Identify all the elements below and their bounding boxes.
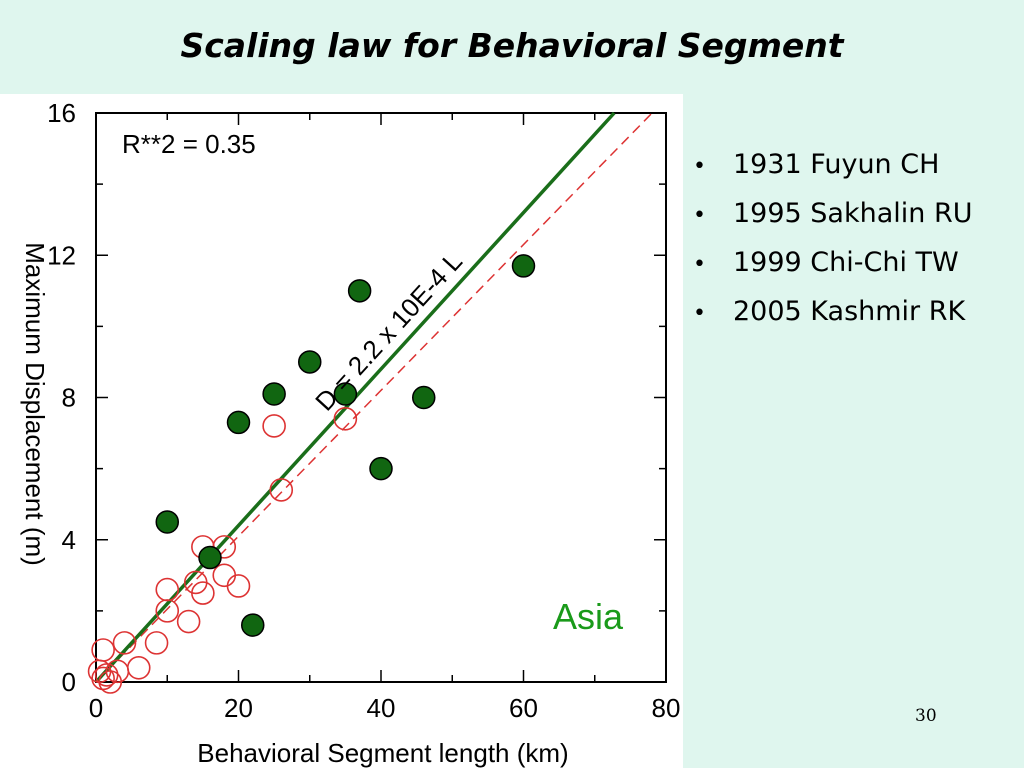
y-tick-label: 12: [47, 240, 76, 270]
list-item-label: 2005 Kashmir RK: [733, 296, 966, 327]
x-tick-label: 60: [509, 693, 538, 723]
reference-line: [95, 112, 653, 683]
filled-data-point: [226, 410, 251, 435]
y-tick-label: 4: [62, 525, 76, 555]
open-data-point: [91, 638, 115, 662]
open-data-point: [269, 478, 294, 502]
slide-number: 30: [915, 706, 937, 726]
filled-data-point: [333, 382, 358, 406]
list-item: • 1995 Sakhalin RU: [693, 189, 973, 238]
filled-data-point: [347, 279, 372, 303]
list-item: • 1931 Fuyun CH: [693, 140, 973, 189]
list-item-label: 1931 Fuyun CH: [733, 149, 940, 180]
open-data-point: [144, 631, 169, 655]
x-tick-label: 40: [367, 693, 396, 723]
y-axis-label: Maximum Displacement (m): [20, 242, 50, 566]
open-data-point: [155, 577, 180, 602]
data-points: [87, 254, 536, 694]
filled-data-point: [369, 456, 393, 481]
filled-data-point: [241, 613, 265, 637]
bullet-icon: •: [693, 203, 706, 228]
filled-data-point: [511, 254, 536, 278]
list-item-label: 1999 Chi-Chi TW: [733, 247, 959, 278]
open-data-point: [333, 407, 358, 431]
open-data-point: [191, 581, 215, 605]
open-data-point: [112, 631, 137, 655]
y-tick-label: 8: [62, 383, 76, 413]
plot-frame: [95, 112, 667, 683]
chart-panel: 0 20 40 60 80 0 4 8 12 16 R**2 = 0.35 D = 2.2 x 1…: [0, 94, 683, 768]
title-band: Scaling law for Behavioral Segment: [0, 0, 1024, 92]
list-item-label: 1995 Sakhalin RU: [733, 198, 973, 229]
x-axis-label: Behavioral Segment length (km): [197, 738, 568, 768]
y-tick-label: 16: [47, 98, 76, 128]
x-tick-label: 20: [224, 693, 253, 723]
filled-data-point: [198, 545, 222, 570]
bullet-icon: •: [693, 252, 706, 277]
filled-data-point: [155, 510, 179, 534]
r-squared-label: R**2 = 0.35: [122, 129, 256, 159]
region-label: Asia: [553, 596, 624, 637]
open-data-point: [126, 655, 151, 680]
tick-labels: 0 20 40 60 80 0 4 8 12 16: [47, 98, 680, 723]
bullet-icon: •: [693, 154, 706, 179]
open-data-point: [262, 414, 286, 438]
open-data-point: [226, 574, 251, 598]
bullet-icon: •: [693, 301, 706, 326]
list-item: • 2005 Kashmir RK: [693, 287, 973, 336]
x-tick-label: 0: [89, 693, 103, 723]
filled-data-point: [412, 385, 436, 410]
earthquake-list: • 1931 Fuyun CH • 1995 Sakhalin RU • 1999 C…: [693, 140, 973, 336]
slide-title: Scaling law for Behavioral Segment: [180, 26, 844, 65]
list-item: • 1999 Chi-Chi TW: [693, 238, 973, 287]
x-tick-label: 80: [652, 693, 681, 723]
open-data-point: [176, 609, 201, 634]
filled-data-point: [262, 382, 286, 406]
filled-data-point: [298, 350, 322, 374]
y-tick-label: 0: [62, 667, 76, 697]
